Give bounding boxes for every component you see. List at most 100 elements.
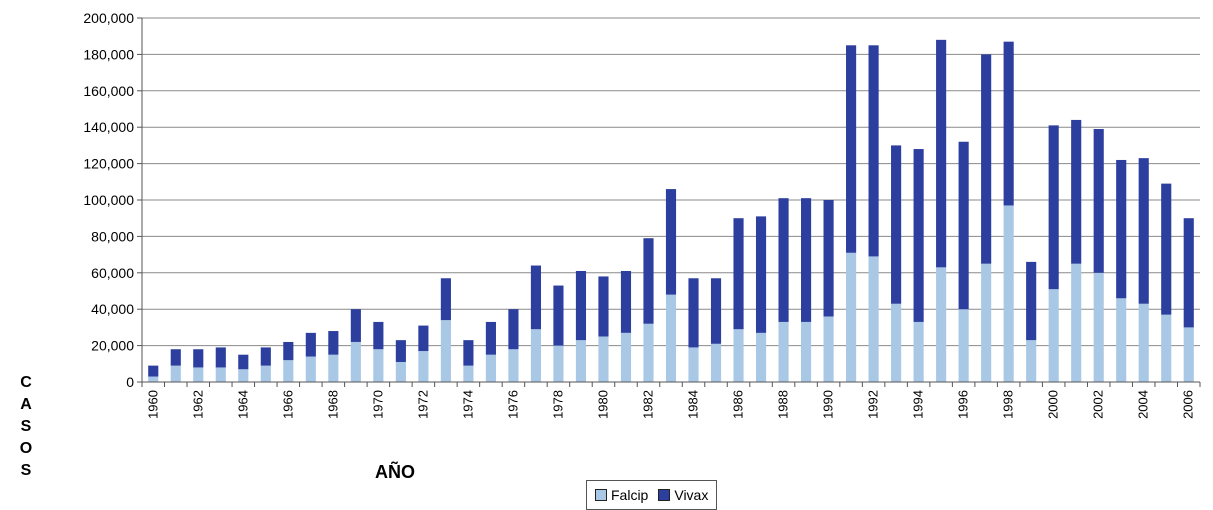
bar-segment-falcip [1071, 263, 1082, 382]
bar-segment-falcip [665, 294, 677, 382]
legend-label-vivax: Vivax [674, 487, 709, 503]
bar-segment-vivax [575, 270, 587, 341]
x-tick-label: 1960 [145, 390, 160, 419]
bar-segment-falcip [936, 267, 947, 382]
bar-segment-vivax [891, 145, 902, 304]
bar-segment-falcip [846, 252, 857, 382]
x-tick-label: 1962 [190, 390, 205, 419]
bar-segment-falcip [710, 343, 722, 382]
bar-segment-vivax [508, 309, 519, 350]
bar-segment-falcip [1116, 298, 1127, 382]
bar-segment-falcip [485, 354, 496, 382]
y-tick-label: 160,000 [83, 83, 134, 99]
x-tick-label: 1966 [280, 390, 295, 419]
x-tick-label: 1974 [460, 390, 475, 419]
bar-segment-vivax [958, 141, 969, 310]
bar-segment-vivax [440, 278, 451, 321]
bar-segment-vivax [800, 198, 812, 322]
bar-segment-falcip [440, 320, 451, 382]
bar-segment-vivax [981, 54, 992, 264]
bar-segment-vivax [328, 331, 339, 355]
bar-segment-falcip [891, 303, 902, 382]
y-tick-label: 140,000 [83, 119, 134, 135]
bar-segment-vivax [1138, 158, 1149, 304]
bar-segment-vivax [1093, 129, 1104, 273]
bar-segment-vivax [936, 39, 947, 268]
bar-segment-falcip [981, 263, 992, 382]
bar-segment-vivax [193, 349, 204, 368]
bar-segment-falcip [1093, 272, 1104, 382]
bar-segment-vivax [395, 340, 406, 362]
x-tick-label: 1992 [866, 390, 881, 419]
bar-segment-falcip [800, 321, 812, 382]
bar-segment-vivax [1048, 125, 1059, 290]
x-tick-label: 2002 [1091, 390, 1106, 419]
bar-segment-falcip [260, 365, 271, 382]
bar-segment-vivax [688, 278, 699, 348]
bar-segment-falcip [868, 256, 879, 382]
bar-segment-falcip [1138, 303, 1149, 382]
bar-segment-falcip [1161, 314, 1172, 382]
bar-segment-falcip [553, 345, 564, 382]
legend: Falcip Vivax [586, 480, 718, 510]
x-tick-label: 1996 [956, 390, 971, 419]
y-tick-label: 120,000 [83, 156, 134, 172]
bar-segment-vivax [350, 309, 361, 342]
y-tick-label: 200,000 [83, 10, 134, 26]
x-tick-label: 2006 [1181, 390, 1196, 419]
x-tick-label: 1998 [1001, 390, 1016, 419]
bar-segment-falcip [1026, 340, 1037, 382]
bar-segment-vivax [148, 365, 159, 377]
bar-segment-falcip [913, 321, 924, 382]
x-tick-label: 1972 [415, 390, 430, 419]
bar-segment-vivax [238, 354, 249, 370]
x-tick-label: 1976 [505, 390, 520, 419]
y-tick-label: 180,000 [83, 46, 134, 62]
y-tick-label: 0 [126, 374, 134, 390]
bar-segment-vivax [553, 285, 564, 346]
bar-segment-vivax [1003, 41, 1014, 206]
bar-segment-vivax [778, 198, 789, 322]
legend-item-falcip: Falcip [595, 487, 648, 503]
stacked-bar-chart: 0 20,000 40,000 60,000 80,000 100,000 120,000 1… [83, 10, 1201, 419]
x-tick-label: 1964 [235, 390, 250, 419]
bar-segment-falcip [395, 361, 406, 382]
bar-segment-vivax [485, 321, 496, 355]
bar-segment-vivax [1026, 261, 1037, 341]
bar-segment-vivax [1183, 218, 1194, 328]
legend-swatch-falcip [595, 489, 607, 501]
bar-segment-falcip [575, 340, 587, 382]
y-tick-label: 60,000 [91, 265, 134, 281]
bar-segment-vivax [373, 321, 384, 350]
bar-segment-falcip [530, 329, 542, 382]
bar-segment-vivax [755, 216, 767, 333]
y-axis-label-letter: S [20, 462, 32, 479]
x-tick-label: 1990 [821, 390, 836, 419]
bar-segment-falcip [373, 349, 384, 382]
x-tick-label: 1980 [595, 390, 610, 419]
bar-segment-falcip [755, 332, 767, 382]
bar-segment-falcip [170, 365, 181, 382]
bar-segment-vivax [215, 347, 226, 368]
bar-segment-falcip [733, 329, 744, 382]
x-tick-label: 1978 [550, 390, 565, 419]
bar-segment-vivax [305, 332, 316, 357]
x-tick-label: 1988 [776, 390, 791, 419]
bars [148, 39, 1194, 382]
bar-segment-vivax [1161, 183, 1172, 315]
bar-segment-falcip [1003, 205, 1014, 382]
bar-segment-falcip [958, 309, 969, 382]
bar-segment-falcip [305, 356, 316, 382]
bar-segment-vivax [260, 347, 271, 366]
x-tick-label: 1984 [686, 390, 701, 419]
bar-segment-vivax [846, 45, 857, 253]
bar-segment-vivax [1116, 159, 1127, 299]
legend-label-falcip: Falcip [611, 487, 649, 503]
bar-segment-vivax [913, 149, 924, 322]
bar-segment-falcip [238, 369, 249, 382]
bar-segment-falcip [508, 349, 519, 382]
bar-segment-falcip [418, 351, 429, 382]
bar-segment-vivax [530, 265, 542, 330]
bar-segment-vivax [868, 45, 879, 257]
